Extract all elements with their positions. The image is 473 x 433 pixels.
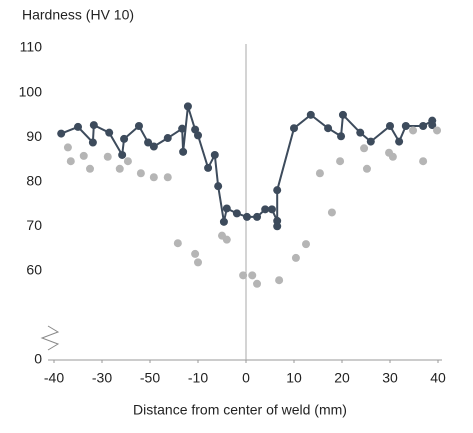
data-point — [275, 276, 284, 285]
x-tick-label: -50 — [140, 370, 160, 386]
data-point — [144, 138, 153, 147]
data-point — [356, 128, 365, 137]
data-point — [273, 186, 282, 195]
data-point — [386, 122, 394, 130]
data-point — [163, 134, 172, 143]
data-point — [66, 157, 75, 166]
data-point — [163, 173, 172, 182]
x-axis-label: Distance from center of weld (mm) — [133, 402, 347, 418]
data-point — [291, 253, 300, 262]
y-tick-label: 110 — [20, 39, 43, 55]
data-point — [103, 152, 112, 161]
data-point — [89, 121, 98, 130]
x-tick-label: 0 — [242, 370, 250, 386]
data-point — [360, 144, 369, 153]
data-point — [88, 138, 97, 147]
x-tick-label: 10 — [286, 370, 302, 386]
data-point — [115, 164, 124, 173]
data-point — [210, 150, 219, 159]
data-point — [194, 258, 202, 267]
data-point — [57, 129, 66, 138]
data-point — [242, 212, 251, 221]
x-tick-label: -10 — [188, 370, 208, 386]
data-point — [179, 147, 188, 156]
x-tick-label: -30 — [92, 370, 112, 386]
data-point — [401, 122, 410, 130]
data-point — [63, 143, 72, 152]
data-point — [433, 126, 442, 135]
data-point — [261, 205, 270, 214]
data-point — [194, 131, 202, 140]
data-point — [409, 126, 418, 135]
data-point — [222, 235, 231, 244]
data-point — [120, 134, 129, 143]
data-point — [149, 142, 158, 151]
data-point — [123, 157, 132, 166]
data-point — [337, 132, 346, 141]
y-tick-label: 80 — [26, 172, 42, 188]
data-point — [248, 271, 257, 280]
data-point — [219, 217, 228, 226]
data-point — [204, 163, 213, 172]
data-point — [315, 169, 324, 178]
data-point — [134, 122, 143, 130]
data-point — [105, 128, 114, 137]
data-point — [239, 271, 248, 280]
data-point — [428, 121, 437, 130]
data-point — [327, 208, 336, 217]
data-point — [222, 204, 231, 213]
data-point — [395, 137, 404, 146]
data-point — [366, 137, 375, 146]
y-tick-label: 100 — [19, 83, 43, 99]
data-point — [253, 279, 262, 288]
data-point — [338, 110, 347, 119]
y-tick-label: 90 — [26, 128, 42, 144]
data-point — [183, 102, 192, 111]
data-point — [267, 205, 276, 214]
data-point — [79, 151, 88, 160]
data-point — [136, 169, 145, 178]
data-point — [191, 249, 200, 258]
data-point — [336, 157, 345, 166]
data-point — [324, 124, 333, 133]
data-point — [306, 110, 315, 119]
data-point — [419, 122, 428, 130]
data-point — [302, 240, 310, 249]
data-point — [74, 122, 82, 131]
y-tick-label: 0 — [34, 351, 42, 367]
x-tick-label: -40 — [44, 370, 64, 386]
x-tick-label: 20 — [334, 370, 350, 386]
data-point — [232, 209, 241, 218]
data-point — [362, 164, 371, 173]
data-point — [173, 239, 182, 248]
y-tick-label: 70 — [26, 217, 42, 233]
x-tick-label: 40 — [430, 370, 446, 386]
y-axis-label: Hardness (HV 10) — [22, 7, 134, 23]
data-point — [273, 222, 282, 231]
data-point — [419, 157, 428, 166]
data-point — [178, 124, 187, 133]
data-point — [388, 152, 397, 161]
data-point — [149, 173, 158, 182]
data-point — [118, 150, 127, 159]
y-tick-label: 60 — [26, 262, 42, 278]
data-point — [86, 164, 94, 173]
data-point — [290, 124, 298, 133]
axis-break — [40, 325, 60, 351]
x-tick-label: 30 — [382, 370, 398, 386]
data-point — [253, 212, 262, 221]
data-point — [214, 182, 223, 191]
